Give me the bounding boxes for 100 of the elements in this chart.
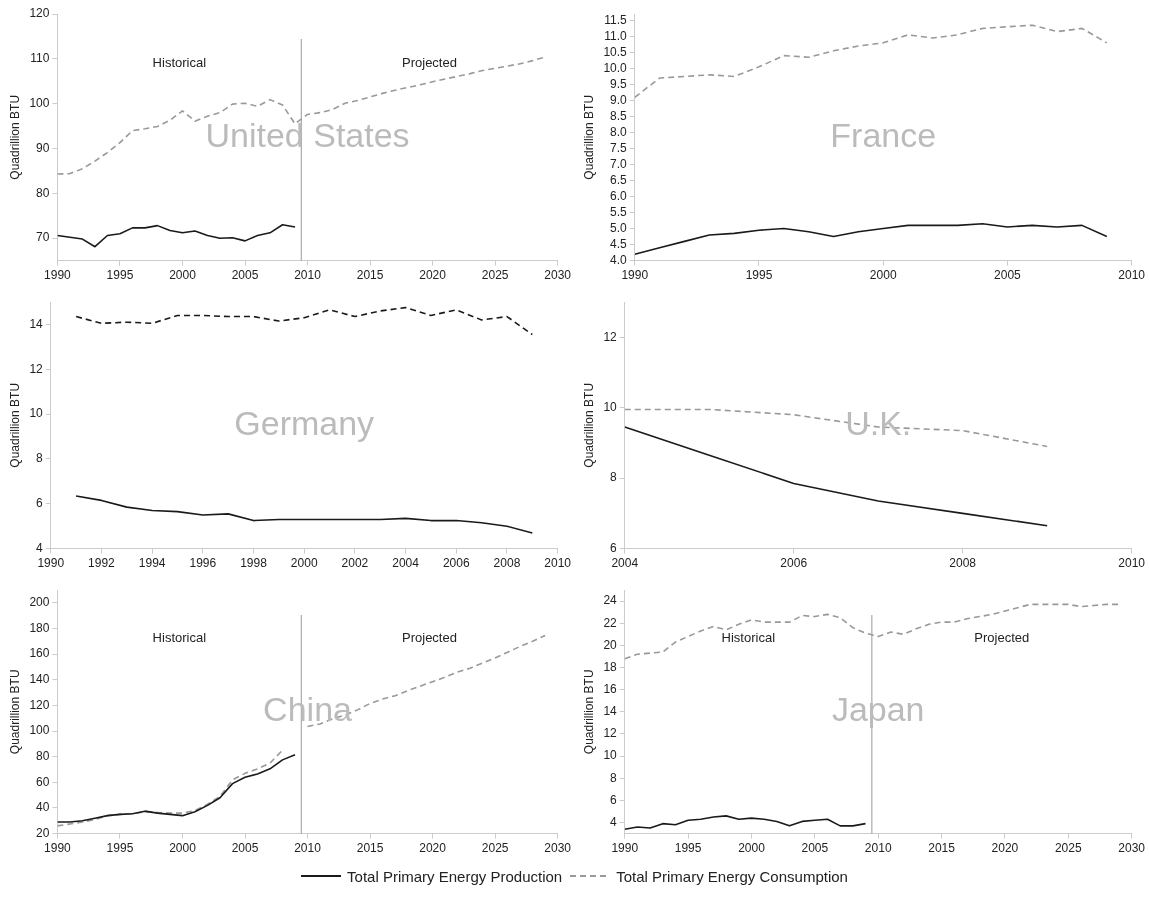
y-tick-label: 6 <box>610 792 618 807</box>
x-tick-label: 2010 <box>294 841 322 856</box>
legend-label: Total Primary Energy Production <box>347 867 563 885</box>
x-tick-label: 1995 <box>106 841 134 856</box>
y-tick-label: 16 <box>603 681 618 696</box>
y-tick-label: 110 <box>30 51 50 66</box>
y-axis-title: Quadrillion BTU <box>7 94 22 180</box>
y-tick-label: 7.5 <box>610 140 628 155</box>
legend-label: Total Primary Energy Consumption <box>616 867 848 885</box>
y-tick-label: 80 <box>36 748 50 763</box>
line-series <box>75 306 534 336</box>
x-tick-label: 2010 <box>294 268 322 283</box>
y-tick-label: 100 <box>29 723 50 738</box>
y-tick-label: 6 <box>610 540 618 555</box>
y-tick-label: 4 <box>36 540 44 555</box>
y-tick-label: 8 <box>610 470 618 485</box>
y-tick-label: 11.5 <box>604 12 628 27</box>
y-axis-title: Quadrillion BTU <box>7 669 22 755</box>
y-tick-label: 7.0 <box>610 156 628 171</box>
y-tick-label: 70 <box>36 230 50 245</box>
x-tick-label: 2025 <box>1054 841 1082 856</box>
x-tick-label: 2000 <box>869 268 897 283</box>
y-tick-label: 60 <box>36 774 50 789</box>
y-tick-label: 200 <box>29 595 50 610</box>
x-tick-label: 2025 <box>481 841 509 856</box>
annotation: Historical <box>721 630 776 646</box>
y-tick-label: 6.5 <box>610 172 628 187</box>
y-tick-label: 8.5 <box>610 108 628 123</box>
x-tick-label: 2030 <box>1118 841 1146 856</box>
y-tick-label: 9.5 <box>610 76 628 91</box>
x-tick-label: 2005 <box>994 268 1022 283</box>
y-tick-label: 11.0 <box>604 28 628 43</box>
text: Germany <box>234 403 375 442</box>
y-tick-label: 14 <box>603 704 618 719</box>
x-tick-label: 2000 <box>169 841 197 856</box>
x-tick-label: 2025 <box>481 268 509 283</box>
y-tick-label: 5.0 <box>610 220 628 235</box>
y-tick-label: 8.0 <box>610 124 628 139</box>
y-tick-label: 20 <box>36 825 50 840</box>
y-axis-title: Quadrillion BTU <box>581 669 596 755</box>
y-tick-label: 4.5 <box>610 236 628 251</box>
y-tick-label: 12 <box>603 329 618 344</box>
x-tick-label: 2015 <box>356 841 384 856</box>
y-tick-label: 9.0 <box>610 92 628 107</box>
x-tick-label: 2008 <box>949 556 977 571</box>
y-tick-label: 10 <box>603 748 618 763</box>
x-tick-label: 2030 <box>544 268 572 283</box>
annotation: Projected <box>402 630 457 646</box>
x-tick-label: 1995 <box>674 841 702 856</box>
x-tick-label: 2000 <box>169 268 197 283</box>
y-tick-label: 160 <box>29 646 50 661</box>
x-tick-label: 2030 <box>544 841 572 856</box>
y-tick-label: 8 <box>610 770 618 785</box>
x-tick-label: 2004 <box>392 556 420 571</box>
y-tick-label: 12 <box>29 361 44 376</box>
y-tick-label: 4 <box>610 814 618 829</box>
y-axis-title: Quadrillion BTU <box>581 94 596 180</box>
y-tick-label: 22 <box>603 615 618 630</box>
x-tick-label: 2002 <box>341 556 369 571</box>
y-tick-label: 10.0 <box>603 60 628 75</box>
y-tick-label: 120 <box>29 697 50 712</box>
x-tick-label: 2006 <box>442 556 470 571</box>
y-tick-label: 14 <box>29 316 44 331</box>
x-tick-label: 2010 <box>544 556 572 571</box>
x-tick-label: 2005 <box>801 841 829 856</box>
x-tick-label: 2020 <box>991 841 1019 856</box>
x-tick-label: 1995 <box>106 268 134 283</box>
y-tick-label: 90 <box>36 140 50 155</box>
annotation: Historical <box>152 630 207 646</box>
y-tick-label: 140 <box>29 672 50 687</box>
x-tick-label: 2000 <box>738 841 766 856</box>
y-tick-label: 20 <box>603 637 618 652</box>
y-tick-label: 100 <box>29 95 50 110</box>
x-tick-label: 1998 <box>240 556 268 571</box>
x-tick-label: 2004 <box>611 556 639 571</box>
x-tick-label: 1995 <box>745 268 773 283</box>
x-tick-label: 2015 <box>928 841 956 856</box>
x-tick-label: 1990 <box>621 268 649 283</box>
y-tick-label: 18 <box>603 659 618 674</box>
x-tick-label: 1990 <box>44 268 72 283</box>
y-tick-label: 5.5 <box>610 204 628 219</box>
x-tick-label: 2010 <box>864 841 892 856</box>
x-tick-label: 2020 <box>419 268 447 283</box>
x-tick-label: 1990 <box>44 841 72 856</box>
x-tick-label: 2008 <box>493 556 521 571</box>
y-tick-label: 6.0 <box>610 188 628 203</box>
x-tick-label: 2010 <box>1118 268 1146 283</box>
annotation: Projected <box>402 54 457 70</box>
x-tick-label: 2015 <box>356 268 384 283</box>
x-tick-label: 2006 <box>780 556 808 571</box>
x-tick-label: 2005 <box>231 268 259 283</box>
y-tick-label: 120 <box>29 6 50 21</box>
x-tick-label: 1994 <box>138 556 166 571</box>
y-tick-label: 6 <box>36 496 44 511</box>
x-tick-label: 2010 <box>1118 556 1146 571</box>
y-tick-label: 10 <box>603 400 618 414</box>
line-series <box>634 24 1108 99</box>
y-tick-label: 4.0 <box>610 252 628 267</box>
y-tick-label: 12 <box>603 726 618 741</box>
y-tick-label: 80 <box>36 185 50 200</box>
